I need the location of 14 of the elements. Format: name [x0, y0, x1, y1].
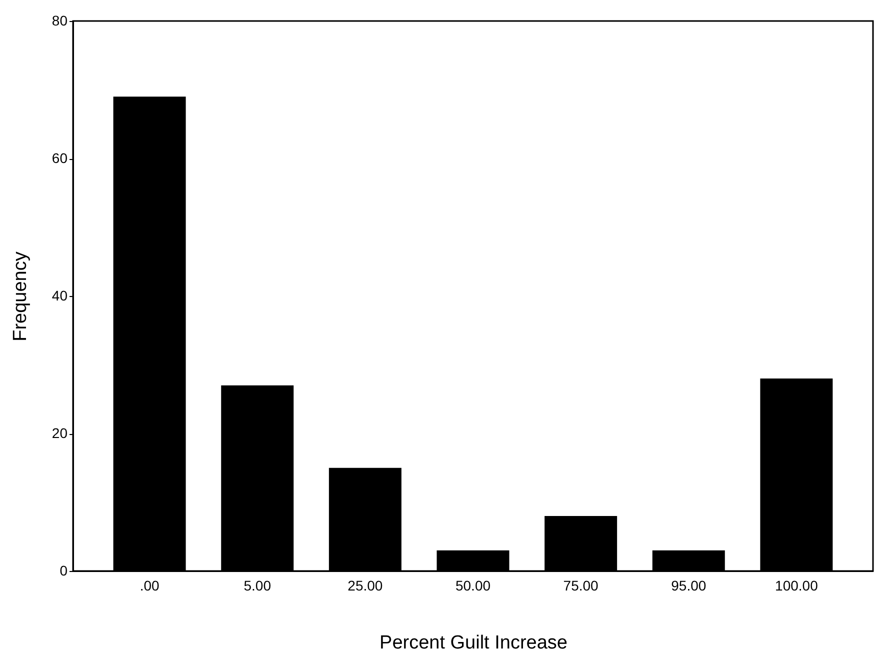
y-tick-label: 40 [52, 288, 68, 304]
x-tick-label: 75.00 [563, 578, 599, 594]
x-tick-label: .00 [140, 578, 160, 594]
x-axis-title: Percent Guilt Increase [380, 632, 568, 654]
y-tick-label: 0 [60, 562, 68, 578]
y-tick-label: 60 [52, 150, 68, 166]
x-tick-label: 100.00 [775, 578, 818, 594]
x-tick-label: 50.00 [455, 578, 491, 594]
y-tick-label: 20 [52, 425, 68, 441]
x-tick-label: 95.00 [671, 578, 706, 594]
y-axis-title: Frequency [10, 251, 31, 342]
x-tick-label: 25.00 [348, 578, 383, 594]
x-tick-label: 5.00 [244, 578, 272, 594]
y-tick-label: 80 [52, 12, 68, 28]
